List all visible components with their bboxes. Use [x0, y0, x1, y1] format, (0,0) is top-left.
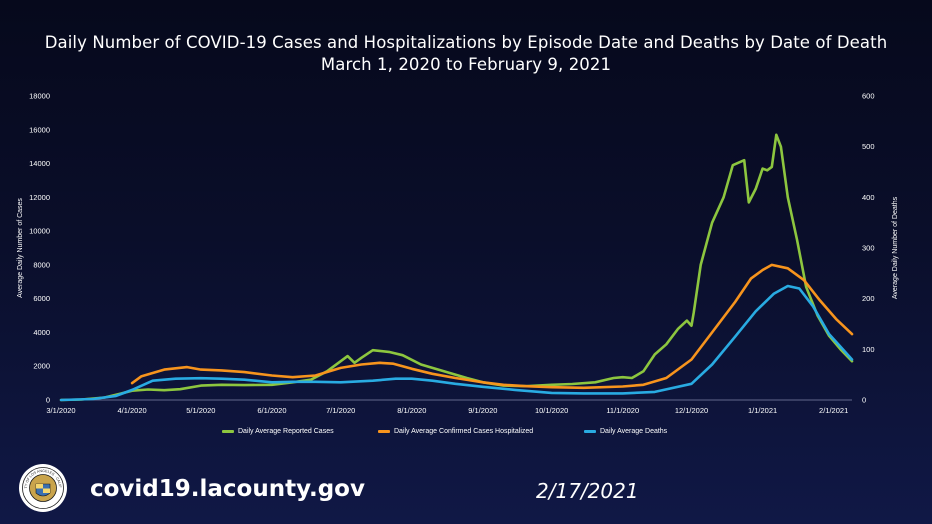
y-left-tick-label: 0	[46, 396, 50, 405]
legend-swatch	[222, 430, 234, 433]
y-right-tick-label: 100	[862, 345, 875, 354]
y-right-tick-label: 400	[862, 193, 875, 202]
y-left-tick-label: 16000	[29, 125, 50, 134]
y-right-tick-label: 600	[862, 92, 875, 101]
chart-axes: 0200040006000800010000120001400016000180…	[17, 92, 899, 416]
x-tick-label: 1/1/2021	[748, 406, 777, 415]
legend-swatch	[378, 430, 390, 433]
legend-swatch	[584, 430, 596, 433]
la-county-seal-icon: COUNTY OF LOS ANGELES · CALIFORNIA	[17, 460, 68, 513]
y-left-tick-label: 18000	[29, 92, 50, 101]
x-tick-label: 2/1/2021	[819, 406, 848, 415]
x-tick-label: 5/1/2020	[186, 406, 215, 415]
x-tick-label: 12/1/2020	[675, 406, 708, 415]
series-line-hospitalized	[130, 263, 854, 390]
series-line-reported-cases	[59, 133, 854, 402]
legend-item-hospitalized: Daily Average Confirmed Cases Hospitaliz…	[378, 428, 533, 435]
chart-plot-area	[59, 133, 854, 402]
chart-title-block: Daily Number of COVID-19 Cases and Hospi…	[0, 32, 932, 76]
series-line-deaths	[59, 284, 854, 402]
y-left-tick-label: 8000	[33, 260, 50, 269]
y-left-tick-label: 4000	[33, 328, 50, 337]
x-tick-label: 6/1/2020	[257, 406, 286, 415]
x-tick-label: 4/1/2020	[117, 406, 146, 415]
x-tick-label: 8/1/2020	[397, 406, 426, 415]
chart-subtitle: March 1, 2020 to February 9, 2021	[320, 55, 612, 74]
y-left-tick-label: 6000	[33, 294, 50, 303]
y-right-tick-label: 500	[862, 142, 875, 151]
y-left-axis-title: Average Daily Number of Cases	[17, 198, 24, 298]
x-tick-label: 9/1/2020	[468, 406, 497, 415]
chart-title: Daily Number of COVID-19 Cases and Hospi…	[44, 33, 888, 52]
x-tick-label: 10/1/2020	[535, 406, 568, 415]
footer-url: covid19.lacounty.gov	[90, 476, 365, 502]
footer-date: 2/17/2021	[536, 479, 639, 503]
x-tick-label: 3/1/2020	[46, 406, 75, 415]
y-left-tick-label: 12000	[29, 193, 50, 202]
x-tick-label: 7/1/2020	[326, 406, 355, 415]
y-right-tick-label: 200	[862, 294, 875, 303]
legend-item-deaths: Daily Average Deaths	[584, 428, 667, 435]
y-left-tick-label: 14000	[29, 159, 50, 168]
y-right-tick-label: 0	[862, 396, 866, 405]
y-left-tick-label: 2000	[33, 362, 50, 371]
y-left-tick-label: 10000	[29, 227, 50, 236]
legend-label: Daily Average Deaths	[600, 428, 668, 435]
y-right-tick-label: 300	[862, 244, 875, 253]
legend-label: Daily Average Confirmed Cases Hospitaliz…	[394, 428, 534, 435]
legend-item-reported-cases: Daily Average Reported Cases	[222, 428, 334, 435]
x-tick-label: 11/1/2020	[606, 406, 639, 415]
legend-label: Daily Average Reported Cases	[238, 428, 334, 435]
y-right-axis-title: Average Daily Number of Deaths	[892, 196, 899, 299]
